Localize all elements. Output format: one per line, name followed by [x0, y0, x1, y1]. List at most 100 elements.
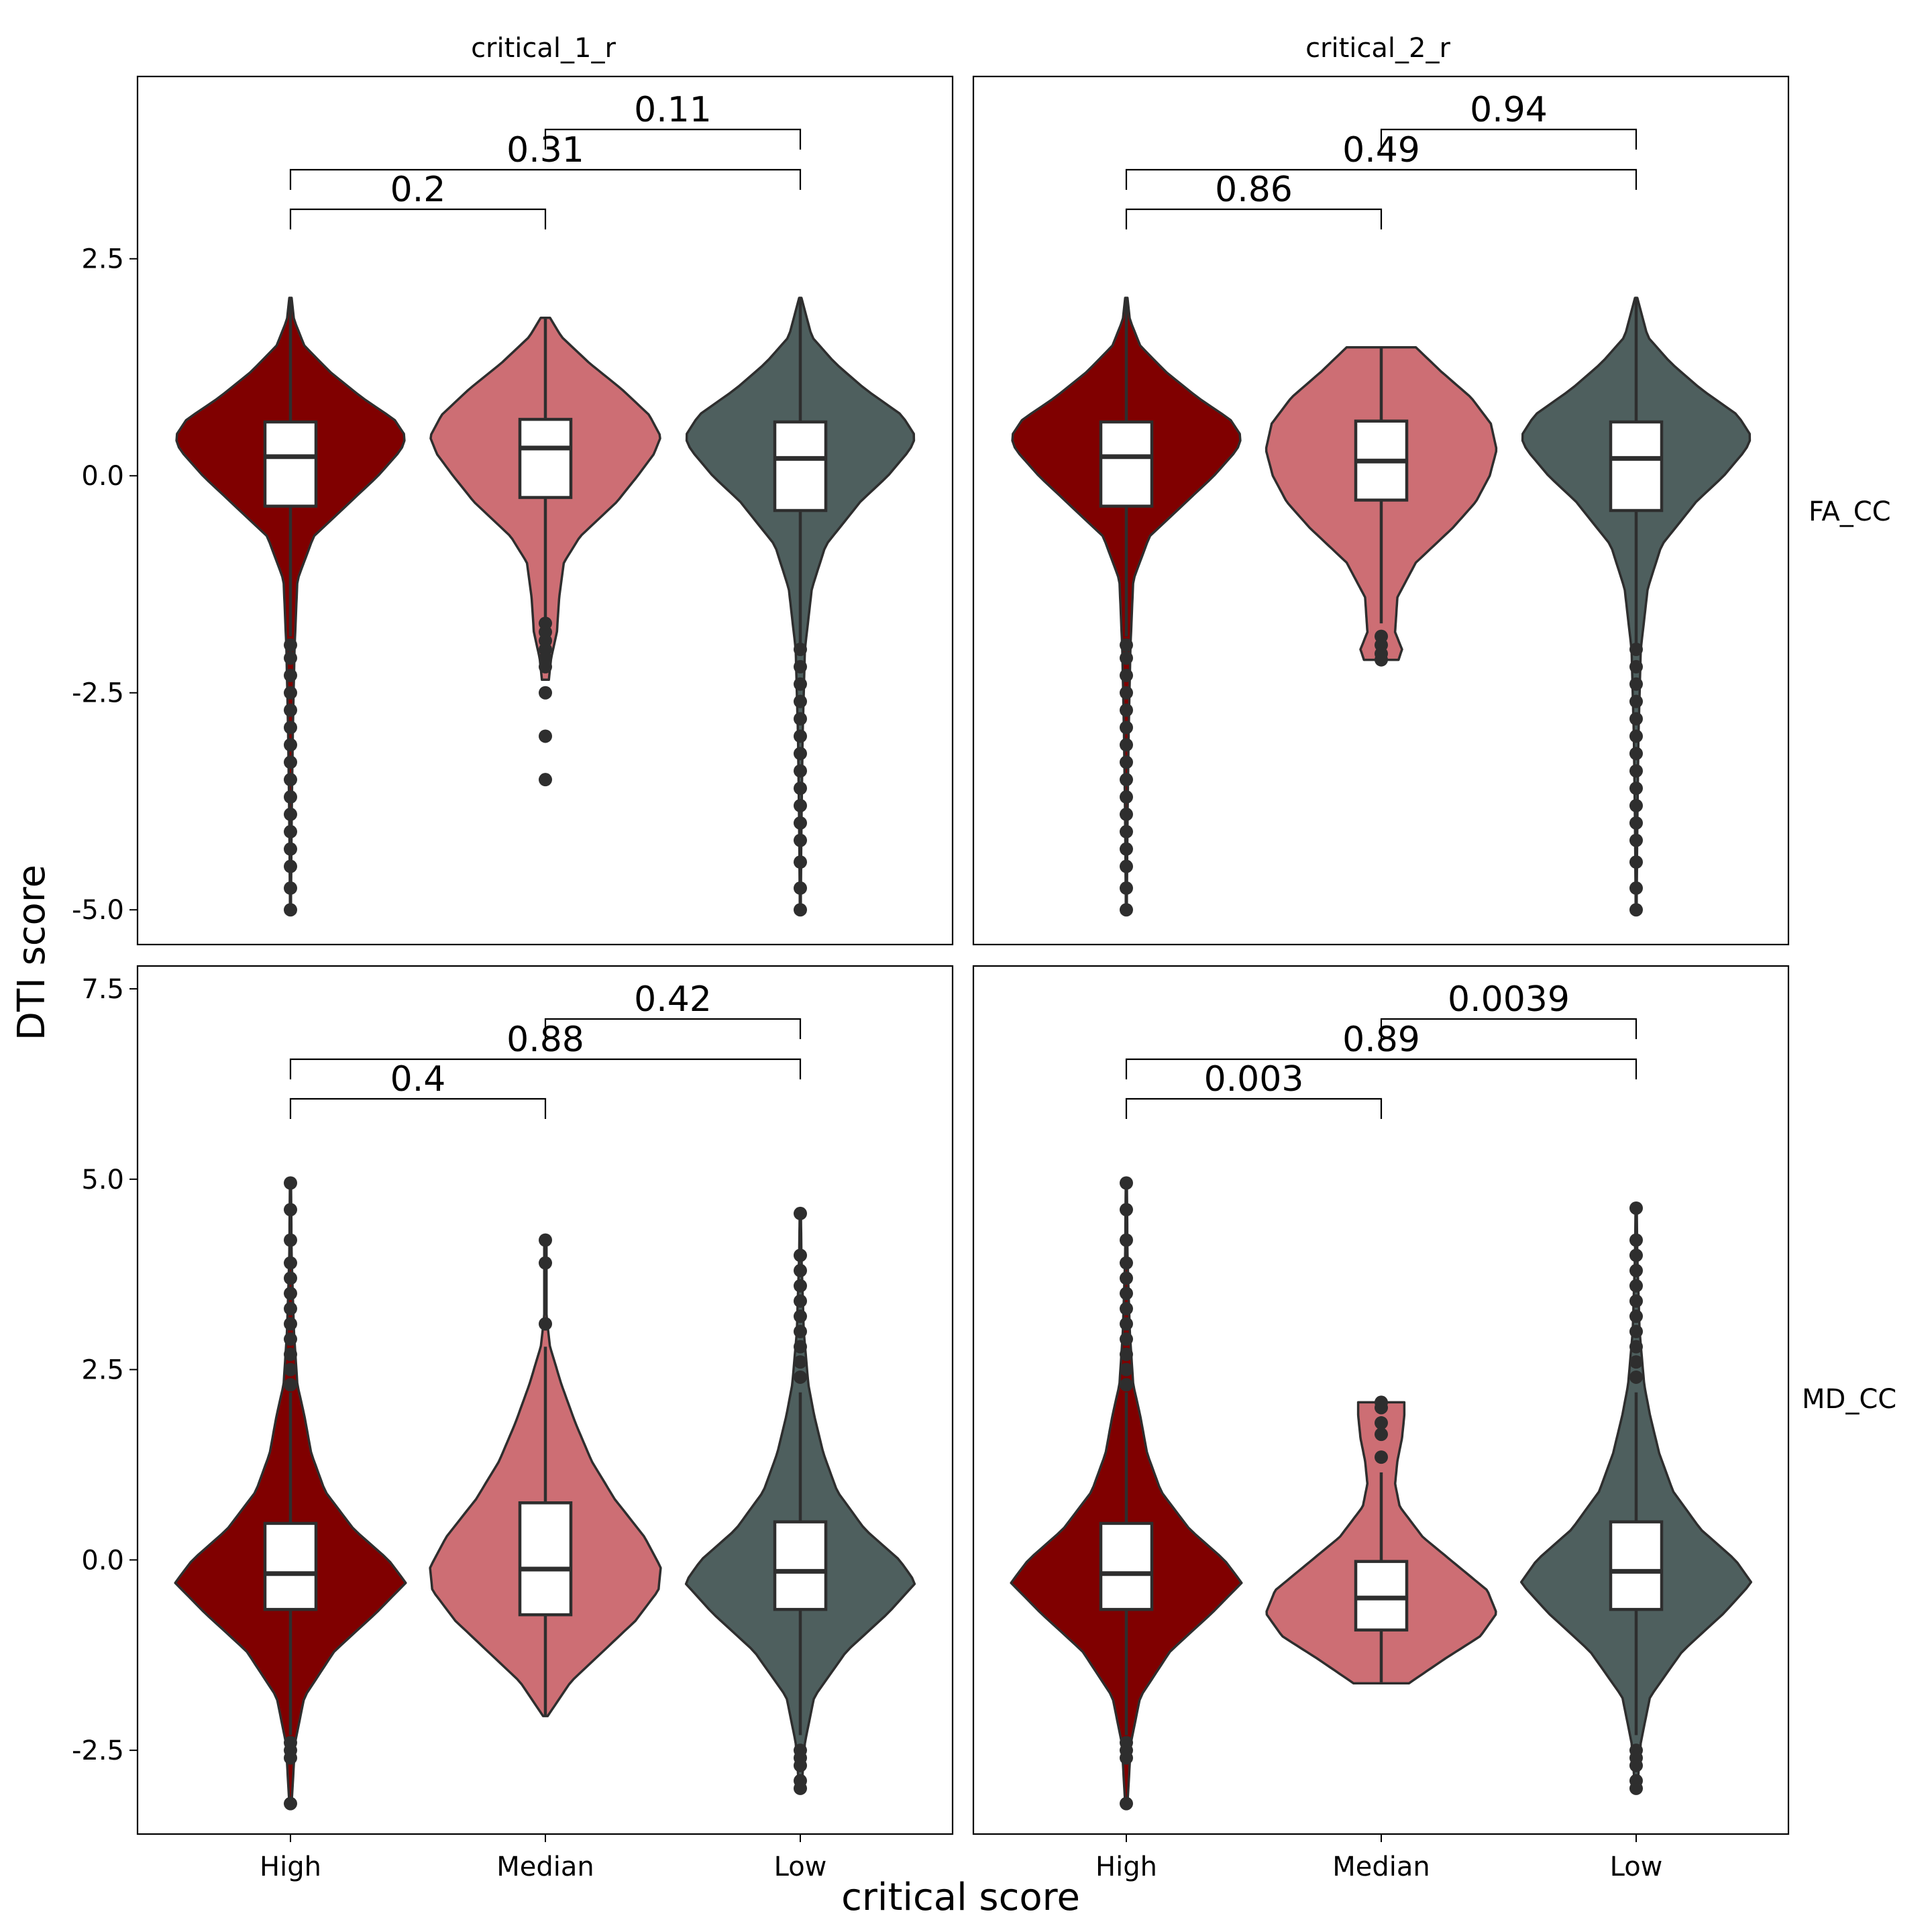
panel-fa-cc-critical-2-r-low-outlier-8	[1629, 782, 1643, 796]
panel-md-cc-critical-2-r-high-outlier-15	[1120, 1176, 1133, 1190]
y-tick-label-fa-cc-2: 0.0	[81, 461, 124, 492]
panel-fa-cc-critical-2-r-high-outlier-10	[1120, 807, 1133, 821]
panel-fa-cc-critical-1-r-low-outlier-0	[794, 643, 807, 657]
panel-fa-cc-critical-2-r-low-outlier-1	[1629, 659, 1643, 674]
panel-md-cc-critical-2-r-high-outlier-4	[1120, 1378, 1133, 1392]
y-tick-label-fa-cc-1: -2.5	[72, 678, 124, 709]
panel-fa-cc-critical-1-r-high-outlier-4	[284, 703, 297, 717]
panel-md-cc-critical-2-r-median-outlier-2	[1375, 1416, 1388, 1430]
panel-fa-cc-critical-2-r-high-outlier-1	[1120, 651, 1133, 665]
panel-fa-cc-critical-1-r-median-outlier-7	[539, 729, 552, 743]
y-tick-label-md-cc-2: 2.5	[81, 1355, 124, 1386]
panel-fa-cc-critical-2-r-high-outlier-11	[1120, 824, 1133, 839]
panel-md-cc-critical-1-r-low-box	[773, 1520, 828, 1611]
panel-md-cc-critical-1-r-bracket-median-low-pvalue: 0.42	[634, 979, 712, 1020]
panel-md-cc-critical-1-r-low-outlier-13	[794, 1248, 807, 1263]
panel-fa-cc-critical-1-r-high-outlier-9	[284, 790, 297, 804]
panel-fa-cc-critical-2-r-high-outlier-5	[1120, 720, 1133, 735]
panel-fa-cc-critical-1-r-median-box	[518, 417, 573, 499]
panel-fa-cc-critical-1-r-low-outlier-1	[794, 659, 807, 674]
panel-fa-cc-critical-1-r-median-outlier-5	[539, 659, 552, 674]
panel-md-cc-critical-1-r-bracket-high-low	[289, 1058, 802, 1079]
panel-fa-cc-critical-1-r-frame	[136, 75, 954, 946]
column-label-critical-1-r: critical_1_r	[471, 33, 616, 64]
panel-md-cc-critical-2-r-median-outlier-4	[1375, 1395, 1388, 1409]
panel-fa-cc-critical-1-r-low-box	[773, 420, 828, 513]
panel-fa-cc-critical-2-r-high-outlier-2	[1120, 668, 1133, 682]
panel-md-cc-critical-1-r-bracket-high-median	[289, 1097, 547, 1119]
panel-fa-cc-critical-2-r-low-outlier-9	[1629, 798, 1643, 812]
panel-md-cc-critical-1-r-high-outlier-4	[284, 1378, 297, 1392]
panel-fa-cc-critical-2-r-high-outlier-4	[1120, 703, 1133, 717]
x-tick-label-critical-2-r-median: Median	[1332, 1851, 1430, 1882]
panel-md-cc-critical-1-r-low-outlier-6	[794, 1355, 807, 1369]
column-label-critical-2-r: critical_2_r	[1305, 33, 1450, 64]
panel-md-cc-critical-1-r-high-outlier-3	[284, 1796, 297, 1811]
y-tick-label-md-cc-0: -2.5	[72, 1735, 124, 1766]
panel-fa-cc-critical-2-r-bracket-high-median	[1125, 208, 1383, 229]
panel-md-cc-critical-2-r-high-box	[1099, 1521, 1154, 1611]
panel-md-cc-critical-2-r-low-outlier-12	[1629, 1264, 1643, 1278]
panel-md-cc-critical-2-r-low-outlier-11	[1629, 1279, 1643, 1293]
panel-fa-cc-critical-1-r-high-outlier-15	[284, 903, 297, 917]
panel-md-cc-critical-2-r-bracket-high-median	[1125, 1097, 1383, 1119]
panel-fa-cc-critical-1-r-low-outlier-3	[794, 694, 807, 708]
panel-md-cc-critical-2-r-high-outlier-13	[1120, 1233, 1133, 1247]
panel-fa-cc-critical-2-r-median-outlier-3	[1375, 653, 1388, 667]
panel-fa-cc-critical-2-r-low-box	[1609, 420, 1664, 513]
panel-fa-cc-critical-2-r-low-outlier-2	[1629, 677, 1643, 691]
panel-md-cc-critical-2-r-low-outlier-5	[1629, 1370, 1643, 1384]
panel-fa-cc-critical-1-r-low-outlier-6	[794, 747, 807, 761]
panel-md-cc-critical-1-r-low-outlier-7	[794, 1340, 807, 1354]
panel-md-cc-critical-1-r-median-outlier-1	[539, 1256, 552, 1270]
panel-md-cc-critical-2-r-high-outlier-14	[1120, 1203, 1133, 1217]
panel-md-cc-critical-1-r-high-outlier-7	[284, 1332, 297, 1346]
panel-md-cc-critical-1-r-median-outlier-0	[539, 1317, 552, 1331]
panel-md-cc-critical-1-r-high-outlier-6	[284, 1347, 297, 1361]
panel-fa-cc-critical-1-r: -5.0-2.50.02.50.20.310.11	[72, 75, 954, 946]
panel-md-cc-critical-2-r-high-outlier-12	[1120, 1256, 1133, 1270]
panel-md-cc-critical-2-r-high-outlier-5	[1120, 1362, 1133, 1377]
panel-fa-cc-critical-1-r-low-outlier-5	[794, 729, 807, 743]
panel-md-cc-critical-2-r-median-outlier-1	[1375, 1428, 1388, 1442]
panel-fa-cc-critical-1-r-low-outlier-8	[794, 782, 807, 796]
panel-md-cc-critical-2-r-median-outlier-0	[1375, 1450, 1388, 1464]
panel-md-cc-critical-1-r-high-box	[263, 1521, 318, 1611]
panel-md-cc-critical-1-r-low-outlier-2	[794, 1758, 807, 1772]
panel-fa-cc-critical-1-r-high-outlier-12	[284, 842, 297, 856]
y-tick-label-fa-cc-0: -5.0	[72, 895, 124, 926]
panel-fa-cc-critical-2-r-bracket-median-low-pvalue: 0.94	[1470, 90, 1548, 130]
panel-fa-cc-critical-2-r: 0.860.490.94	[972, 75, 1790, 946]
panel-fa-cc-critical-2-r-low-outlier-12	[1629, 855, 1643, 869]
x-tick-label-critical-1-r-high: High	[260, 1851, 321, 1882]
y-tick-label-fa-cc-3: 2.5	[81, 244, 124, 275]
panel-fa-cc-critical-2-r-low-outlier-10	[1629, 816, 1643, 830]
panel-md-cc-critical-2-r-high-outlier-7	[1120, 1332, 1133, 1346]
panel-fa-cc-critical-1-r-bracket-high-median	[289, 208, 547, 229]
row-label-fa-cc: FA_CC	[1809, 496, 1891, 527]
panel-fa-cc-critical-1-r-low-outlier-2	[794, 677, 807, 691]
panel-md-cc-critical-1-r-high-outlier-8	[284, 1317, 297, 1331]
panel-md-cc-critical-1-r-high-outlier-9	[284, 1301, 297, 1316]
panel-md-cc-critical-1-r-high-outlier-15	[284, 1176, 297, 1190]
panel-fa-cc-critical-1-r-low-outlier-4	[794, 712, 807, 726]
y-tick-label-md-cc-1: 0.0	[81, 1545, 124, 1576]
panel-md-cc-critical-2-r-low-outlier-14	[1629, 1233, 1643, 1247]
panel-fa-cc-critical-2-r-low-outlier-3	[1629, 694, 1643, 708]
panel-md-cc-critical-2-r-high-outlier-2	[1120, 1751, 1133, 1765]
panel-md-cc-critical-1-r-high-outlier-2	[284, 1751, 297, 1765]
panel-md-cc-critical-1-r-high-outlier-14	[284, 1203, 297, 1217]
panel-fa-cc-critical-1-r-bracket-median-low-pvalue: 0.11	[634, 90, 712, 130]
panel-fa-cc-critical-2-r-high-box	[1099, 420, 1154, 508]
panel-fa-cc-critical-1-r-high-box	[263, 420, 318, 508]
panel-fa-cc-critical-1-r-high-outlier-13	[284, 859, 297, 873]
panel-md-cc-critical-1-r-low-outlier-5	[794, 1370, 807, 1384]
y-tick-label-md-cc-4: 7.5	[81, 974, 124, 1005]
panel-md-cc-critical-2-r-bracket-median-low-pvalue: 0.0039	[1448, 979, 1570, 1020]
panel-fa-cc-critical-1-r-low-outlier-13	[794, 881, 807, 895]
panel-md-cc-critical-1-r-high-outlier-12	[284, 1256, 297, 1270]
panel-fa-cc-critical-2-r-high-outlier-0	[1120, 638, 1133, 652]
panel-fa-cc-critical-2-r-high-outlier-6	[1120, 738, 1133, 752]
y-tick-label-md-cc-3: 5.0	[81, 1165, 124, 1195]
